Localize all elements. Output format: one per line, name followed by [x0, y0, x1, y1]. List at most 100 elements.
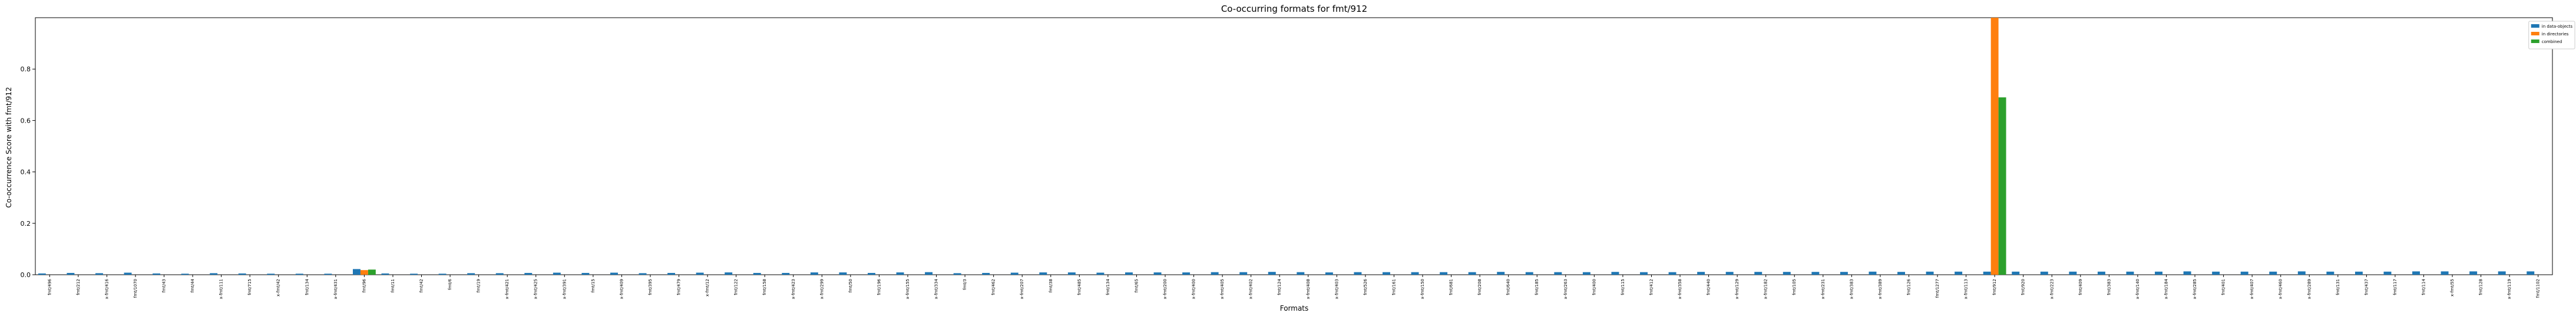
bar — [1697, 272, 1705, 275]
axes-frame — [35, 17, 2553, 275]
x-tick-label: fmt/440 — [1707, 279, 1711, 295]
x-tick-label: fmt/3 — [963, 279, 967, 290]
bar — [810, 272, 818, 275]
x-tick-label: fmt/526 — [1363, 278, 1368, 295]
x-tick-label: x-fmt/299 — [819, 279, 824, 299]
x-tick-label: x-fmt/263 — [1563, 279, 1568, 299]
x-tick-label: fmt/437 — [2364, 279, 2369, 295]
bar — [467, 273, 475, 275]
legend-label: in data-objects — [2542, 24, 2573, 29]
bar — [1811, 272, 1820, 275]
bar — [2498, 271, 2506, 275]
bar — [2126, 271, 2134, 275]
x-tick-label: fmt/715 — [247, 279, 252, 295]
legend: in data-objects in directories combined — [2528, 21, 2575, 50]
bar — [2240, 271, 2248, 275]
bar — [1998, 97, 2006, 275]
bar — [1067, 272, 1076, 275]
x-tick-label: x-fmt/409 — [619, 279, 624, 299]
x-tick-label: x-fmt/42 — [276, 279, 281, 297]
bar — [1325, 272, 1333, 275]
x-tick-label: fmt/383 — [2107, 279, 2111, 295]
bar — [2069, 271, 2077, 275]
bar — [2155, 271, 2163, 275]
bar — [352, 269, 361, 275]
bar — [410, 274, 418, 275]
x-tick-label: x-fmt/285 — [2193, 279, 2197, 299]
bar — [267, 274, 275, 275]
bar — [1211, 272, 1219, 275]
bar — [1754, 272, 1762, 275]
bar — [1497, 272, 1505, 275]
x-tick-label: fmt/44 — [190, 278, 195, 292]
bar — [495, 273, 504, 275]
bar — [2097, 271, 2105, 275]
bar — [1440, 272, 1448, 275]
y-tick-label: 0.0 — [21, 271, 31, 279]
x-tick-label: fmt/19 — [477, 279, 481, 292]
bar — [1582, 272, 1590, 275]
x-tick-label: fmt/96 — [362, 278, 366, 292]
x-tick-label: fmt/400 — [1592, 279, 1596, 295]
bar — [2527, 271, 2535, 275]
bar — [95, 273, 103, 275]
x-tick-label: x-fmt/140 — [2135, 279, 2140, 299]
bar — [839, 272, 847, 275]
x-tick-label: x-fmt/55 — [2450, 279, 2455, 297]
bar — [1468, 272, 1476, 275]
y-axis-label: Co-occurrence Score with fmt/912 — [5, 87, 13, 208]
bar — [581, 272, 590, 275]
bar — [1611, 272, 1619, 275]
bar — [1525, 272, 1533, 275]
x-tick-label: fmt/185 — [1535, 279, 1539, 295]
x-tick-label: x-fmt/207 — [1020, 279, 1024, 299]
bar — [124, 272, 132, 275]
bar — [1125, 272, 1133, 275]
x-tick-label: x-fmt/425 — [534, 279, 538, 299]
x-tick-label: fmt/208 — [1477, 279, 1482, 295]
bar — [2212, 271, 2220, 275]
bar — [1383, 272, 1390, 275]
legend-swatch — [2531, 40, 2539, 43]
x-tick-label: fmt/50 — [848, 279, 853, 292]
bar — [2355, 271, 2363, 275]
bar — [210, 273, 218, 275]
x-tick-label: fmt/122 — [734, 279, 739, 295]
bar — [2297, 271, 2306, 275]
x-tick-label: x-fmt/150 — [1420, 279, 1425, 299]
y-tick-label: 0.8 — [21, 65, 31, 73]
bar — [295, 274, 303, 275]
bar — [753, 272, 761, 275]
x-tick-label: x-fmt/421 — [505, 279, 510, 299]
bar — [1955, 271, 1963, 275]
bar — [1983, 271, 1991, 275]
bar — [696, 272, 704, 275]
bar — [1640, 272, 1648, 275]
x-tick-label: x-fmt/289 — [2307, 279, 2312, 299]
legend-label: in directories — [2542, 32, 2569, 37]
x-tick-label: x-fmt/391 — [562, 279, 567, 299]
x-tick-label: x-fmt/400 — [1192, 279, 1196, 299]
bar — [1268, 272, 1276, 275]
bar — [868, 272, 875, 275]
bar — [610, 272, 618, 275]
bar — [1869, 271, 1877, 275]
x-tick-label: x-fmt/358 — [1678, 279, 1682, 299]
y-tick-label: 0.4 — [21, 169, 31, 176]
x-tick-label: fmt/115 — [1621, 279, 1625, 295]
bar — [368, 269, 376, 275]
x-tick-label: x-fmt/155 — [905, 279, 910, 299]
bar — [438, 274, 447, 275]
legend-box — [2528, 21, 2575, 50]
bar — [181, 274, 189, 275]
bar — [2383, 271, 2392, 275]
bar — [925, 272, 933, 275]
bar — [725, 272, 733, 275]
x-tick-label: fmt/161 — [1391, 279, 1396, 295]
x-tick-label: fmt/114 — [2421, 278, 2426, 295]
x-tick-label: fmt/212 — [76, 279, 81, 295]
bar — [1840, 272, 1848, 275]
bar — [2183, 271, 2191, 275]
x-tick-label: fmt/11 — [391, 279, 395, 292]
